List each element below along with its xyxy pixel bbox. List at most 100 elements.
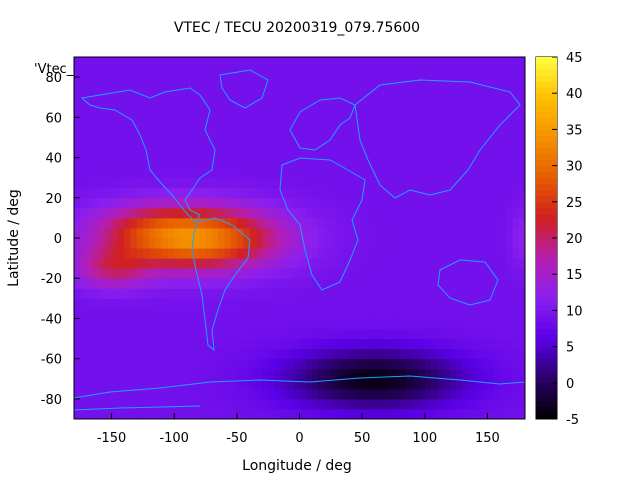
heatmap-cell — [330, 338, 338, 350]
heatmap-cell — [412, 358, 420, 370]
heatmap-cell — [167, 157, 175, 169]
heatmap-cell — [362, 117, 369, 128]
heatmap-cell — [518, 238, 526, 249]
heatmap-cell — [243, 177, 250, 189]
colorbar-tick-label: 0 — [566, 377, 574, 392]
heatmap-cell — [224, 187, 232, 199]
heatmap-cell — [474, 368, 482, 380]
colorbar-cell — [536, 292, 557, 299]
heatmap-cell — [193, 127, 200, 138]
heatmap-cell — [274, 318, 282, 329]
colorbar-tick-label: 25 — [566, 196, 583, 211]
heatmap-cell — [130, 298, 138, 309]
heatmap-cell — [286, 217, 294, 229]
heatmap-cell — [167, 97, 175, 108]
heatmap-cell — [412, 227, 420, 239]
heatmap-cell — [368, 177, 376, 189]
heatmap-cell — [387, 318, 394, 329]
heatmap-cell — [293, 398, 300, 410]
heatmap-cell — [337, 177, 344, 189]
heatmap-cell — [274, 368, 282, 380]
heatmap-cell — [487, 398, 495, 410]
heatmap-cell — [474, 77, 482, 88]
heatmap-cell — [161, 157, 169, 169]
heatmap-cell — [286, 258, 294, 269]
heatmap-cell — [211, 298, 219, 309]
heatmap-cell — [412, 288, 420, 299]
heatmap-cell — [324, 258, 332, 269]
heatmap-cell — [481, 278, 488, 289]
heatmap-cell — [224, 207, 232, 219]
heatmap-cell — [111, 238, 119, 249]
heatmap-cell — [99, 348, 106, 360]
heatmap-cell — [186, 298, 194, 309]
heatmap-cell — [236, 308, 244, 319]
heatmap-cell — [180, 348, 188, 360]
heatmap-cell — [205, 288, 213, 299]
heatmap-cell — [324, 57, 332, 68]
heatmap-cell — [431, 238, 438, 249]
heatmap-cell — [205, 378, 213, 390]
heatmap-cell — [249, 318, 257, 329]
heatmap-cell — [518, 278, 526, 289]
heatmap-cell — [368, 207, 376, 219]
heatmap-cell — [499, 77, 507, 88]
heatmap-cell — [312, 368, 319, 380]
heatmap-cell — [224, 137, 232, 148]
heatmap-cell — [349, 177, 357, 189]
heatmap-cell — [236, 217, 244, 229]
heatmap-cell — [518, 77, 526, 88]
heatmap-cell — [330, 127, 338, 138]
heatmap-cell — [355, 157, 363, 169]
heatmap-cell — [124, 177, 131, 189]
heatmap-cell — [499, 268, 507, 279]
heatmap-cell — [243, 127, 250, 138]
heatmap-cell — [493, 67, 501, 78]
heatmap-cell — [130, 238, 138, 249]
heatmap-cell — [499, 288, 507, 299]
heatmap-cell — [105, 197, 113, 209]
heatmap-cell — [424, 187, 432, 199]
heatmap-cell — [74, 167, 81, 179]
heatmap-cell — [161, 137, 169, 148]
heatmap-cell — [405, 338, 413, 350]
heatmap-cell — [236, 187, 244, 199]
heatmap-cell — [506, 207, 513, 219]
heatmap-cell — [243, 97, 250, 108]
heatmap-cell — [92, 57, 100, 68]
heatmap-cell — [86, 258, 94, 269]
heatmap-cell — [155, 288, 163, 299]
heatmap-cell — [474, 348, 482, 360]
heatmap-cell — [92, 217, 100, 229]
heatmap-cell — [518, 398, 526, 410]
heatmap-cell — [255, 288, 263, 299]
heatmap-cell — [80, 67, 88, 78]
heatmap-cell — [349, 308, 357, 319]
heatmap-cell — [167, 358, 175, 370]
heatmap-cell — [499, 137, 507, 148]
heatmap-cell — [280, 368, 288, 380]
heatmap-cell — [236, 258, 244, 269]
heatmap-cell — [205, 77, 213, 88]
heatmap-cell — [418, 127, 426, 138]
heatmap-cell — [399, 278, 407, 289]
heatmap-cell — [431, 127, 438, 138]
heatmap-cell — [174, 288, 181, 299]
heatmap-cell — [437, 67, 445, 78]
heatmap-cell — [518, 358, 526, 370]
heatmap-cell — [387, 137, 394, 148]
heatmap-cell — [380, 318, 388, 329]
heatmap-cell — [324, 368, 332, 380]
heatmap-cell — [230, 358, 238, 370]
heatmap-cell — [343, 378, 351, 390]
heatmap-cell — [487, 167, 495, 179]
heatmap-cell — [399, 97, 407, 108]
heatmap-cell — [349, 328, 357, 340]
heatmap-cell — [418, 167, 426, 179]
heatmap-cell — [186, 77, 194, 88]
heatmap-cell — [218, 217, 225, 229]
heatmap-cell — [155, 127, 163, 138]
heatmap-cell — [142, 107, 150, 118]
heatmap-cell — [493, 328, 501, 340]
heatmap-cell — [117, 278, 125, 289]
